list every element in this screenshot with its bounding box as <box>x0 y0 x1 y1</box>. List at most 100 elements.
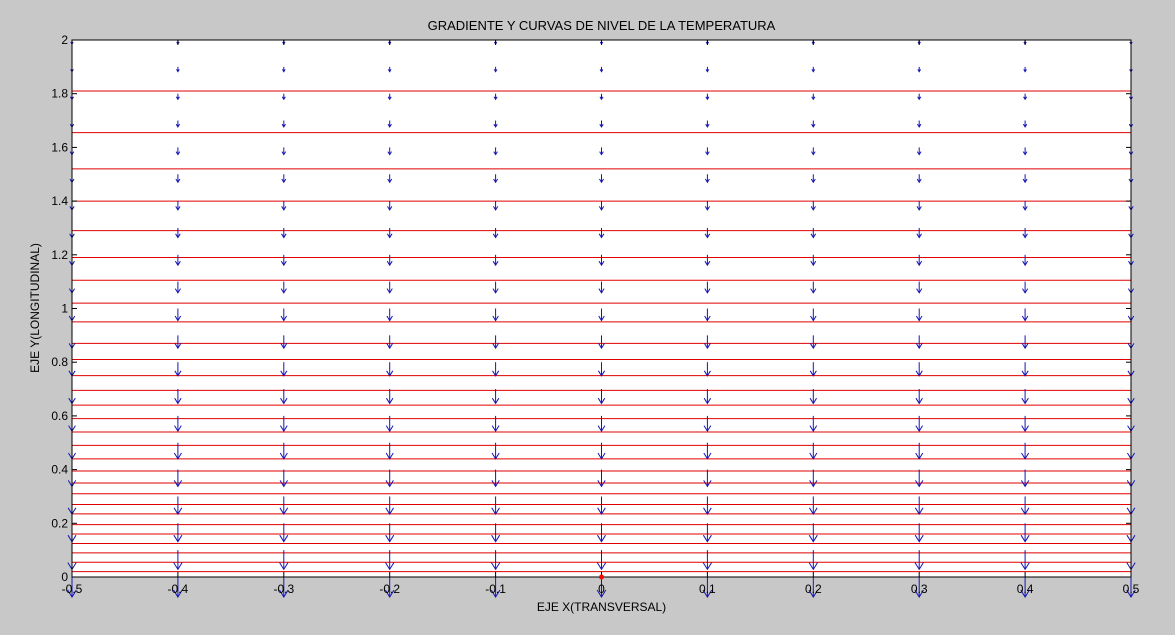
arrow-head <box>280 288 287 294</box>
arrow-head <box>596 562 607 571</box>
arrow-head <box>1021 370 1029 377</box>
arrow-head <box>1021 315 1029 322</box>
arrow-head <box>917 69 922 73</box>
gradient-arrow <box>175 147 181 156</box>
arrow-head <box>916 288 923 294</box>
gradient-arrow <box>599 120 604 128</box>
gradient-arrow <box>703 415 712 433</box>
x-tick-label: 0.1 <box>699 582 716 596</box>
arrow-head <box>702 534 712 543</box>
gradient-arrow <box>492 281 499 294</box>
gradient-arrow <box>493 66 498 73</box>
arrow-head <box>1021 343 1029 350</box>
gradient-arrow <box>386 335 394 350</box>
gradient-arrow <box>915 308 923 322</box>
arrow-head <box>173 562 183 571</box>
arrow-head <box>702 589 713 598</box>
arrow-head <box>703 480 712 488</box>
arrow-head <box>1022 151 1028 156</box>
arrow-head <box>598 288 605 294</box>
gradient-arrow <box>704 174 710 184</box>
x-tick-label: -0.2 <box>379 582 400 596</box>
arrow-head <box>915 315 923 322</box>
arrow-head <box>598 233 605 239</box>
gradient-arrow <box>492 362 500 377</box>
arrow-head <box>597 452 606 460</box>
x-tick-label: 0.3 <box>911 582 928 596</box>
gradient-arrow <box>704 308 711 322</box>
arrow-head <box>810 315 817 322</box>
gradient-arrow <box>809 415 818 433</box>
arrow-head <box>387 178 393 184</box>
gradient-arrow <box>597 523 606 543</box>
gradient-arrow <box>597 496 606 515</box>
arrow-head <box>493 206 499 211</box>
arrow-head <box>176 69 180 73</box>
gradient-arrow <box>280 254 287 267</box>
gradient-arrow <box>914 577 924 598</box>
gradient-arrow <box>386 281 393 294</box>
arrow-head <box>705 151 710 156</box>
gradient-arrow <box>811 66 816 73</box>
gradient-arrow <box>915 362 923 377</box>
gradient-arrow <box>1021 442 1030 460</box>
arrow-head <box>597 397 606 405</box>
gradient-arrow <box>704 254 711 267</box>
gradient-arrow <box>279 523 289 543</box>
arrow-head <box>387 123 392 128</box>
y-axis-ticks: 0 0.2 0.4 0.6 0.8 1 1.2 1.4 1.6 1.8 2 <box>51 33 1131 584</box>
gradient-arrow <box>387 201 393 211</box>
arrow-head <box>492 343 499 350</box>
gradient-arrow <box>385 469 394 488</box>
arrow-head <box>385 562 395 571</box>
gradient-arrow <box>490 577 501 598</box>
gradient-arrow <box>914 550 924 571</box>
gradient-arrow <box>387 174 393 184</box>
arrow-head <box>1023 69 1027 73</box>
y-tick-label: 0.6 <box>51 409 68 423</box>
x-tick-label: -0.1 <box>485 582 506 596</box>
arrow-head <box>703 370 711 377</box>
arrow-head <box>916 206 922 211</box>
y-tick-label: 0 <box>61 570 68 584</box>
arrow-head <box>705 96 710 101</box>
arrow-head <box>704 260 711 267</box>
arrow-head <box>598 315 605 322</box>
arrow-head <box>599 96 604 101</box>
gradient-arrow <box>702 550 713 571</box>
arrow-head <box>597 534 606 543</box>
gradient-arrow <box>1022 147 1028 156</box>
gradient-arrow <box>1022 201 1028 211</box>
arrow-head <box>174 315 182 322</box>
gradient-arrow <box>281 174 287 184</box>
arrow-head <box>598 343 605 350</box>
arrow-head <box>915 425 924 433</box>
arrow-head <box>809 452 818 460</box>
arrow-head <box>387 151 392 156</box>
gradient-arrow <box>175 201 181 211</box>
gradient-arrow <box>810 308 817 322</box>
arrow-head <box>1020 480 1030 488</box>
arrow-head <box>1022 233 1028 239</box>
gradient-arrow <box>917 120 922 128</box>
arrow-head <box>1126 589 1136 598</box>
arrow-head <box>809 370 817 377</box>
gradient-arrow <box>916 201 922 211</box>
gradient-arrow <box>809 469 818 488</box>
gradient-arrow <box>386 254 393 267</box>
arrow-head <box>173 589 183 598</box>
arrow-head <box>281 233 287 239</box>
gradient-arrow <box>173 469 183 488</box>
gradient-arrow <box>916 227 922 239</box>
arrow-head <box>385 425 394 433</box>
arrow-head <box>704 206 710 211</box>
arrow-head <box>1020 507 1030 515</box>
arrow-head <box>279 480 288 488</box>
arrow-head <box>279 452 288 460</box>
arrow-head <box>175 123 181 128</box>
arrow-head <box>384 589 395 598</box>
chart-title: GRADIENTE Y CURVAS DE NIVEL DE LA TEMPER… <box>428 18 776 33</box>
arrow-head <box>279 425 288 433</box>
arrow-head <box>281 123 286 128</box>
gradient-arrow <box>597 389 606 405</box>
